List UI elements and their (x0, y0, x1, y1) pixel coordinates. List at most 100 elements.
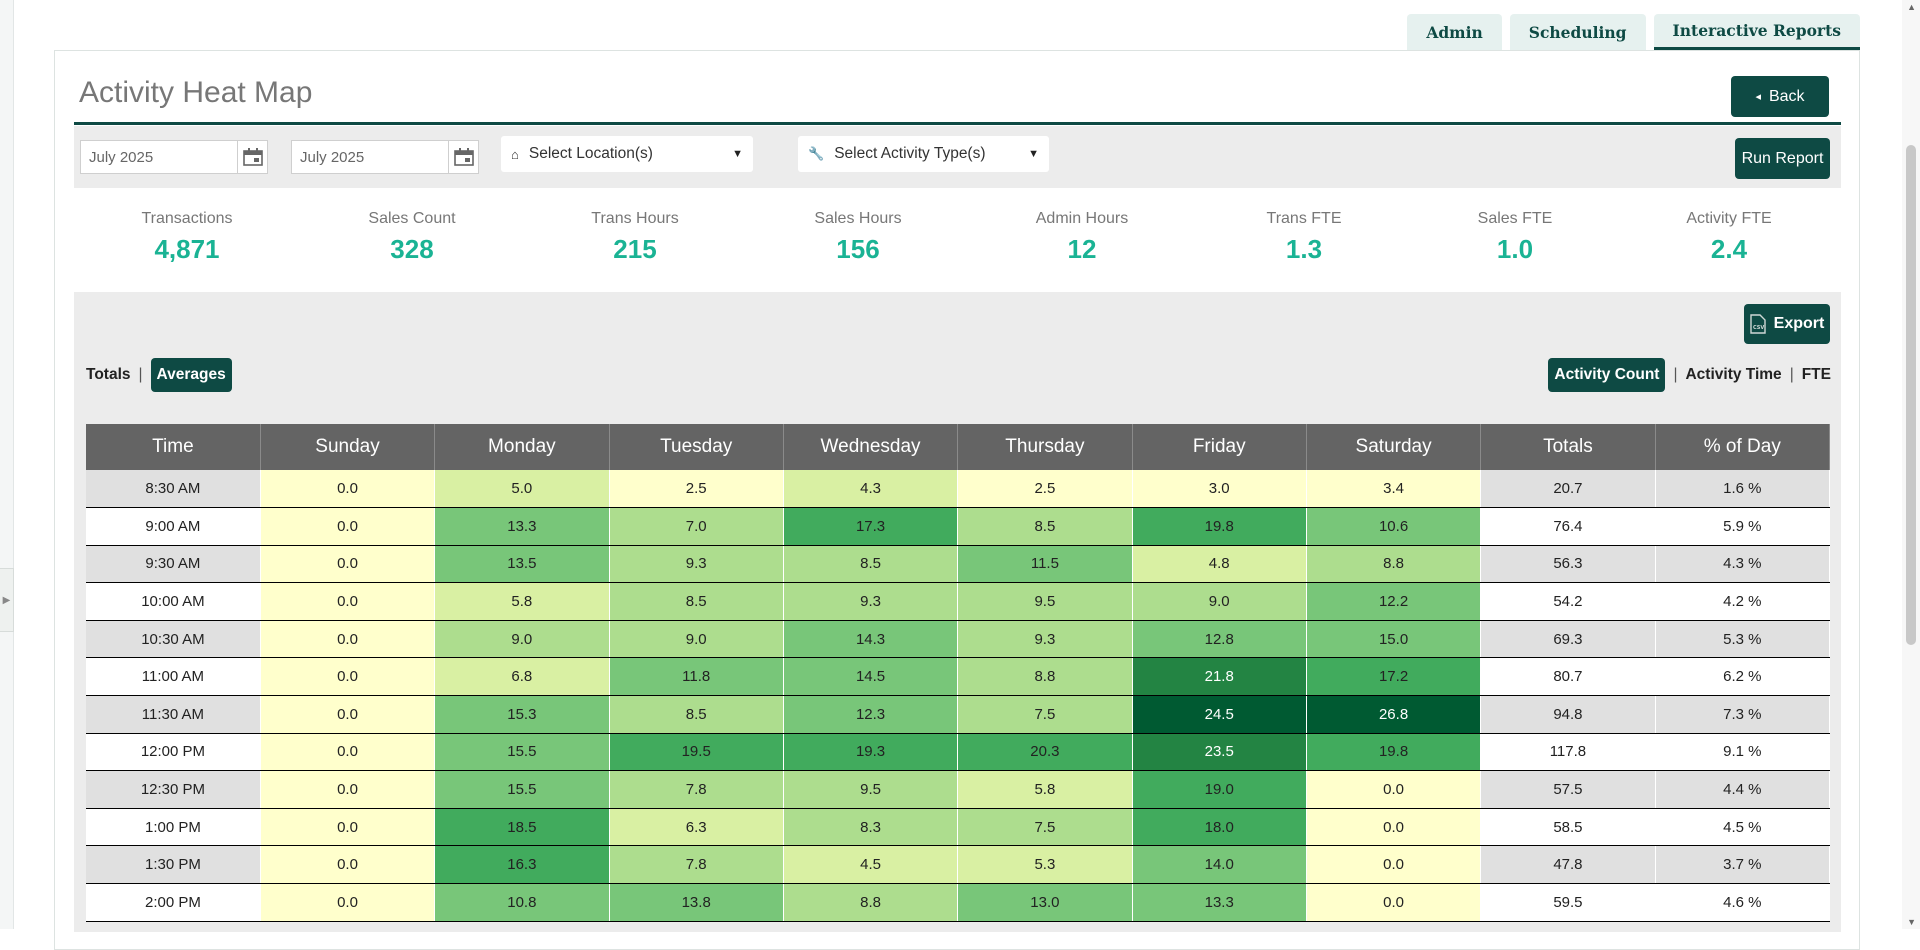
run-report-button[interactable]: Run Report (1735, 138, 1830, 179)
time-cell: 11:30 AM (86, 695, 261, 734)
fte-toggle[interactable]: FTE (1801, 366, 1831, 383)
heat-cell: 13.3 (1132, 883, 1307, 922)
stat-trans-fte: Trans FTE 1.3 (1266, 210, 1342, 264)
time-cell: 9:30 AM (86, 545, 261, 584)
stat-sales-fte: Sales FTE 1.0 (1477, 210, 1553, 264)
heat-cell: 14.5 (783, 657, 959, 697)
heat-cell: 9.3 (783, 582, 959, 621)
heat-cell: 5.3 (957, 845, 1133, 885)
activity-count-toggle[interactable]: Activity Count (1548, 358, 1666, 392)
calendar-icon[interactable] (237, 141, 267, 173)
csv-file-icon: CSV (1749, 314, 1766, 334)
activity-select-label: Select Activity Type(s) (834, 145, 986, 162)
table-row: 1:00 PM 0.0 18.5 6.3 8.3 7.5 18.0 0.0 58.5 4.5 % (86, 808, 1831, 847)
heat-cell: 0.0 (260, 620, 436, 659)
pct-of-day-cell: 3.7 % (1655, 845, 1831, 885)
time-cell: 2:00 PM (86, 883, 261, 922)
heat-cell: 4.3 (783, 470, 959, 509)
row-total-cell: 56.3 (1480, 545, 1656, 584)
row-total-cell: 117.8 (1480, 733, 1656, 772)
heat-cell: 0.0 (1306, 845, 1482, 885)
averages-toggle[interactable]: Averages (150, 358, 232, 392)
heat-cell: 3.0 (1132, 470, 1307, 509)
start-date-field[interactable]: July 2025 (80, 140, 268, 174)
heat-cell: 19.5 (609, 733, 784, 772)
heat-cell: 13.3 (434, 507, 610, 546)
time-cell: 10:30 AM (86, 620, 261, 659)
time-cell: 1:00 PM (86, 808, 261, 847)
export-button[interactable]: CSV Export (1744, 304, 1830, 344)
heatmap-body: 8:30 AM 0.0 5.0 2.5 4.3 2.5 3.0 3.4 20.7 1.6 % 9:0… (86, 470, 1831, 922)
page-title: Activity Heat Map (79, 76, 313, 109)
location-select[interactable]: ⌂ Select Location(s) ▼ (501, 136, 753, 172)
sidebar-toggle[interactable]: ▶ (0, 568, 14, 632)
row-total-cell: 58.5 (1480, 808, 1656, 847)
heat-cell: 18.0 (1132, 808, 1307, 847)
heat-cell: 8.8 (957, 657, 1133, 697)
heat-cell: 8.5 (609, 695, 784, 734)
end-date-field[interactable]: July 2025 (291, 140, 479, 174)
row-total-cell: 76.4 (1480, 507, 1656, 546)
row-total-cell: 47.8 (1480, 845, 1656, 885)
heat-cell: 5.8 (957, 770, 1133, 809)
heat-cell: 5.0 (434, 470, 610, 509)
caret-down-icon: ▼ (732, 148, 743, 160)
heat-cell: 0.0 (260, 845, 436, 885)
stat-trans-hours: Trans Hours 215 (591, 210, 679, 264)
col-header-time: Time (86, 424, 261, 470)
time-cell: 11:00 AM (86, 657, 261, 697)
heat-cell: 7.8 (609, 845, 784, 885)
calendar-icon[interactable] (448, 141, 478, 173)
heat-cell: 3.4 (1306, 470, 1482, 509)
heat-cell: 10.6 (1306, 507, 1482, 546)
heat-cell: 8.8 (783, 883, 959, 922)
scrollbar[interactable]: ▲ ▼ (1902, 0, 1920, 929)
pct-of-day-cell: 6.2 % (1655, 657, 1831, 697)
location-select-label: Select Location(s) (528, 145, 653, 162)
heat-cell: 0.0 (260, 545, 436, 584)
heat-cell: 8.5 (609, 582, 784, 621)
activity-time-toggle[interactable]: Activity Time (1685, 366, 1782, 383)
pct-of-day-cell: 4.4 % (1655, 770, 1831, 809)
tab-interactive-reports[interactable]: Interactive Reports (1653, 14, 1860, 50)
heat-cell: 5.8 (434, 582, 610, 621)
pct-of-day-cell: 9.1 % (1655, 733, 1831, 772)
tab-admin[interactable]: Admin (1407, 14, 1502, 50)
table-row: 9:00 AM 0.0 13.3 7.0 17.3 8.5 19.8 10.6 76.4 5.9 … (86, 507, 1831, 546)
home-icon: ⌂ (511, 146, 519, 162)
filter-bar: July 2025 July 2025 ⌂ Select Location(s)… (74, 126, 1841, 188)
heat-cell: 8.5 (783, 545, 959, 584)
back-button[interactable]: ◂ Back (1731, 76, 1829, 117)
scroll-down-icon[interactable]: ▼ (1907, 917, 1916, 927)
heat-cell: 0.0 (260, 657, 436, 697)
time-cell: 10:00 AM (86, 582, 261, 621)
heat-cell: 9.0 (609, 620, 784, 659)
col-header-totals: Totals (1480, 424, 1656, 470)
tab-scheduling[interactable]: Scheduling (1509, 14, 1646, 50)
heat-cell: 6.3 (609, 808, 784, 847)
heat-cell: 0.0 (260, 883, 436, 922)
scroll-up-icon[interactable]: ▲ (1907, 2, 1916, 12)
heat-cell: 21.8 (1132, 657, 1307, 697)
svg-text:CSV: CSV (1753, 325, 1764, 331)
table-row: 11:00 AM 0.0 6.8 11.8 14.5 8.8 21.8 17.2 80.7 6.2… (86, 657, 1831, 697)
heat-cell: 12.2 (1306, 582, 1482, 621)
stat-transactions: Transactions 4,871 (141, 210, 233, 264)
heat-cell: 26.8 (1306, 695, 1482, 734)
row-total-cell: 20.7 (1480, 470, 1656, 509)
scroll-thumb[interactable] (1906, 145, 1916, 645)
time-cell: 8:30 AM (86, 470, 261, 509)
heat-cell: 19.8 (1306, 733, 1482, 772)
col-header-wednesday: Wednesday (783, 424, 959, 470)
col-header-friday: Friday (1132, 424, 1307, 470)
heat-cell: 24.5 (1132, 695, 1307, 734)
row-total-cell: 80.7 (1480, 657, 1656, 697)
heat-cell: 8.8 (1306, 545, 1482, 584)
heat-cell: 7.8 (609, 770, 784, 809)
heat-cell: 0.0 (1306, 770, 1482, 809)
stat-sales-count: Sales Count 328 (368, 210, 456, 264)
heat-cell: 8.5 (957, 507, 1133, 546)
totals-toggle[interactable]: Totals (86, 366, 131, 383)
heat-cell: 12.3 (783, 695, 959, 734)
activity-type-select[interactable]: 🔧 Select Activity Type(s) ▼ (798, 136, 1049, 172)
